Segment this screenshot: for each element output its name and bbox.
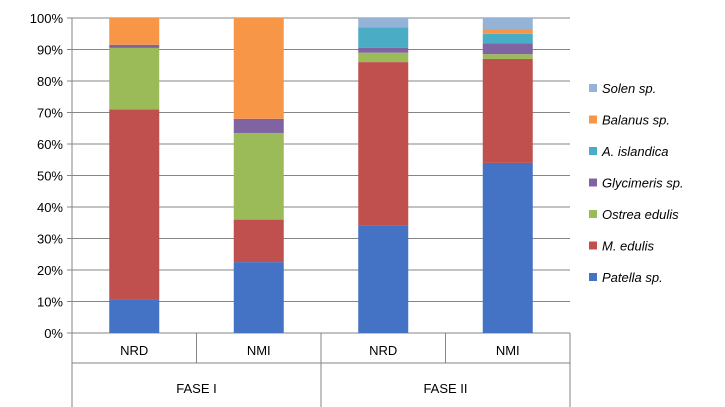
bar-segment [358,27,409,48]
legend-swatch [589,115,597,124]
bar-segment [233,18,284,119]
bar-segment [358,225,409,333]
y-tick-label: 100% [30,11,64,26]
y-tick-label: 40% [37,200,63,215]
bar-segment [358,62,409,226]
bar-segment [233,219,284,263]
bar-segment [109,18,160,45]
bar-segment [358,52,409,63]
y-tick-label: 30% [37,232,63,247]
bar-segment [233,262,284,333]
legend-swatch [589,241,597,250]
x-tick-label: NMI [496,343,520,358]
bar-segment [482,29,533,34]
bar-segment [109,44,160,48]
legend-label: A. islandica [601,144,668,159]
bar-segment [109,47,160,110]
x-group-label: FASE II [423,381,467,396]
x-axis: NRD NMI NRD NMI FASE I FASE II [71,333,571,407]
bar-segment [358,47,409,53]
bar-segment [482,54,533,59]
y-axis: 0% 10% 20% 30% 40% 50% 60% 70% 80% 90% 100% [30,11,73,341]
y-tick-label: 60% [37,137,63,152]
legend-swatch [589,84,597,92]
y-tick-label: 90% [37,43,63,58]
y-tick-label: 10% [37,295,63,310]
bar-segment [482,162,533,333]
legend-swatch [589,210,597,218]
y-tick-label: 0% [44,326,63,341]
y-tick-label: 70% [37,106,63,121]
legend-label: Solen sp. [602,81,656,96]
bar-segment [482,33,533,44]
legend-label: Patella sp. [602,270,663,285]
x-group-label: FASE I [176,381,216,396]
bar-segment [109,109,160,300]
bar-segment [233,118,284,133]
legend-swatch [589,178,597,187]
legend-label: Balanus sp. [602,113,670,128]
bar-segment [482,18,533,30]
legend-swatch [589,147,597,155]
bars [109,18,533,333]
legend-label: M. edulis [602,239,655,254]
x-tick-label: NRD [369,343,397,358]
legend: Solen sp. Balanus sp. A. islandica Glycimer… [589,81,684,285]
y-tick-label: 20% [37,263,63,278]
y-tick-label: 50% [37,169,63,184]
legend-label: Ostrea edulis [602,207,679,222]
y-tick-label: 80% [37,74,63,89]
x-tick-label: NMI [247,343,271,358]
legend-label: Glycimeris sp. [602,176,684,191]
legend-swatch [589,273,597,281]
x-tick-label: NRD [120,343,148,358]
bar-segment [233,132,284,220]
bar-segment [482,58,533,163]
bar-segment [482,43,533,55]
bar-segment [109,299,160,333]
bar-segment [358,18,409,28]
